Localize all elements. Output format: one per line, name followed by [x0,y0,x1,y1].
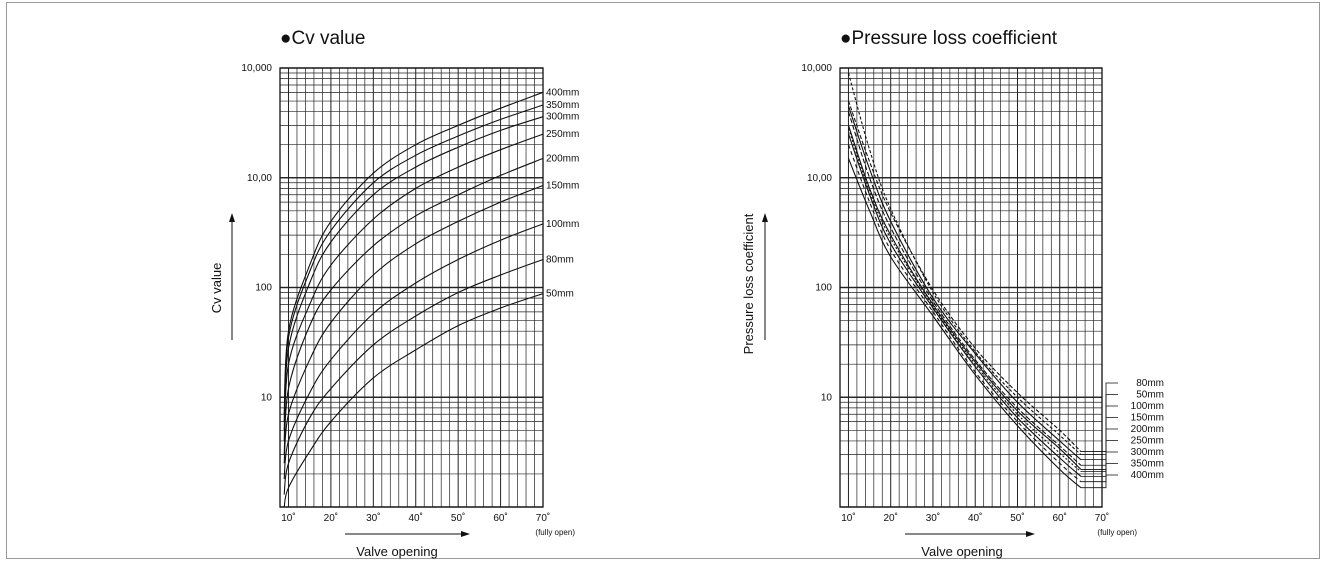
legend-label-80mm: 80mm [1136,378,1164,389]
x-tick-label: 10˚ [841,512,855,524]
legend-label-200mm: 200mm [1131,424,1164,435]
series-line-150mm [283,184,544,464]
pl-legend: 80mm50mm100mm150mm200mm250mm300mm350mm40… [1080,378,1164,489]
x-tick-label: 40˚ [968,512,982,524]
series-label-100mm: 100mm [546,219,579,230]
legend-leader-250mm [1080,440,1118,473]
x-tick-label: 50˚ [1010,512,1024,524]
plot-border [279,67,544,508]
x-tick-label: 10˚ [281,512,295,524]
legend-label-300mm: 300mm [1131,447,1164,458]
y-tick-label: 10 [821,392,833,403]
x-tick-label: 20˚ [883,512,897,524]
series-label-250mm: 250mm [546,129,579,140]
y-tick-label: 10,000 [801,63,832,74]
series-label-50mm: 50mm [546,289,574,300]
cv-fully-open-note: (fully open) [535,528,575,537]
x-tick-label: 60˚ [493,512,507,524]
pl-grid [839,67,1103,508]
pl-chart-title: ●Pressure loss coefficient [840,28,1058,49]
series-line-50mm [283,293,544,508]
x-tick-label: 60˚ [1053,512,1067,524]
series-line-50mm [847,72,1082,456]
series-line-400mm [847,158,1082,489]
series-label-300mm: 300mm [546,112,579,123]
legend-label-400mm: 400mm [1131,470,1164,481]
pl-fully-open-note: (fully open) [1097,528,1137,537]
pl-curves [847,72,1082,489]
cv-value-chart: 10,000 10,00 100 10 10˚ 20˚ 30˚ 40˚ 50˚ 60˚ 70˚ 400… [209,28,579,559]
cv-chart-title: ●Cv value [280,28,365,49]
cv-y-axis-label: Cv value [209,263,224,314]
plot-border [839,67,1103,508]
series-line-150mm [847,111,1082,466]
pl-y-axis-label: Pressure loss coefficient [741,213,756,354]
legend-leader-400mm [1080,474,1118,489]
legend-label-350mm: 350mm [1131,459,1164,470]
cv-y-arrowhead [229,213,235,222]
series-line-100mm [847,105,1082,461]
y-tick-label: 100 [255,283,272,294]
series-line-80mm [283,258,544,495]
y-tick-label: 10,00 [247,173,272,184]
legend-leader-300mm [1080,451,1118,477]
series-line-200mm [283,157,544,455]
x-tick-label: 30˚ [366,512,380,524]
x-tick-label: 40˚ [409,512,423,524]
series-line-300mm [847,133,1082,477]
cv-tick-labels: 10,000 10,00 100 10 10˚ 20˚ 30˚ 40˚ 50˚ 60˚ 70˚ 400… [241,63,579,524]
series-line-200mm [847,125,1082,470]
legend-label-250mm: 250mm [1131,436,1164,447]
pl-tick-labels: 10,000 10,00 100 10 10˚ 20˚ 30˚ 40˚ 50˚ 60˚ 70˚ [801,63,1109,524]
cv-x-arrowhead [461,531,470,537]
legend-label-50mm: 50mm [1136,390,1164,401]
cv-x-axis-label: Valve opening [356,544,437,559]
series-label-150mm: 150mm [546,180,579,191]
cv-grid [279,67,544,508]
series-line-400mm [283,91,544,415]
y-tick-label: 100 [815,283,832,294]
legend-leader-350mm [1080,463,1118,483]
pl-x-arrowhead [1026,531,1035,537]
series-label-200mm: 200mm [546,153,579,164]
pressure-loss-chart: 10,000 10,00 100 10 10˚ 20˚ 30˚ 40˚ 50˚ 60˚ 70˚ 80… [741,28,1164,559]
pl-y-arrowhead [762,213,768,222]
series-line-250mm [283,133,544,441]
y-tick-label: 10 [261,392,273,403]
legend-leader-50mm [1080,394,1118,456]
series-line-250mm [847,128,1082,473]
series-label-400mm: 400mm [546,87,579,98]
pl-x-axis-label: Valve opening [921,544,1002,559]
y-tick-label: 10,00 [807,173,832,184]
cv-curves [283,91,544,508]
legend-label-150mm: 150mm [1131,413,1164,424]
x-tick-label: 70˚ [1095,512,1109,524]
series-label-80mm: 80mm [546,254,574,265]
x-tick-label: 50˚ [451,512,465,524]
x-tick-label: 20˚ [324,512,338,524]
series-line-350mm [847,144,1082,483]
x-tick-label: 70˚ [536,512,550,524]
series-line-100mm [283,223,544,480]
y-tick-label: 10,000 [241,63,272,74]
series-line-80mm [847,100,1082,452]
x-tick-label: 30˚ [926,512,940,524]
legend-leader-150mm [1080,417,1118,466]
legend-label-100mm: 100mm [1131,401,1164,412]
series-line-300mm [283,116,544,431]
figure-frame [6,2,1320,559]
series-line-350mm [283,104,544,422]
series-label-350mm: 350mm [546,100,579,111]
